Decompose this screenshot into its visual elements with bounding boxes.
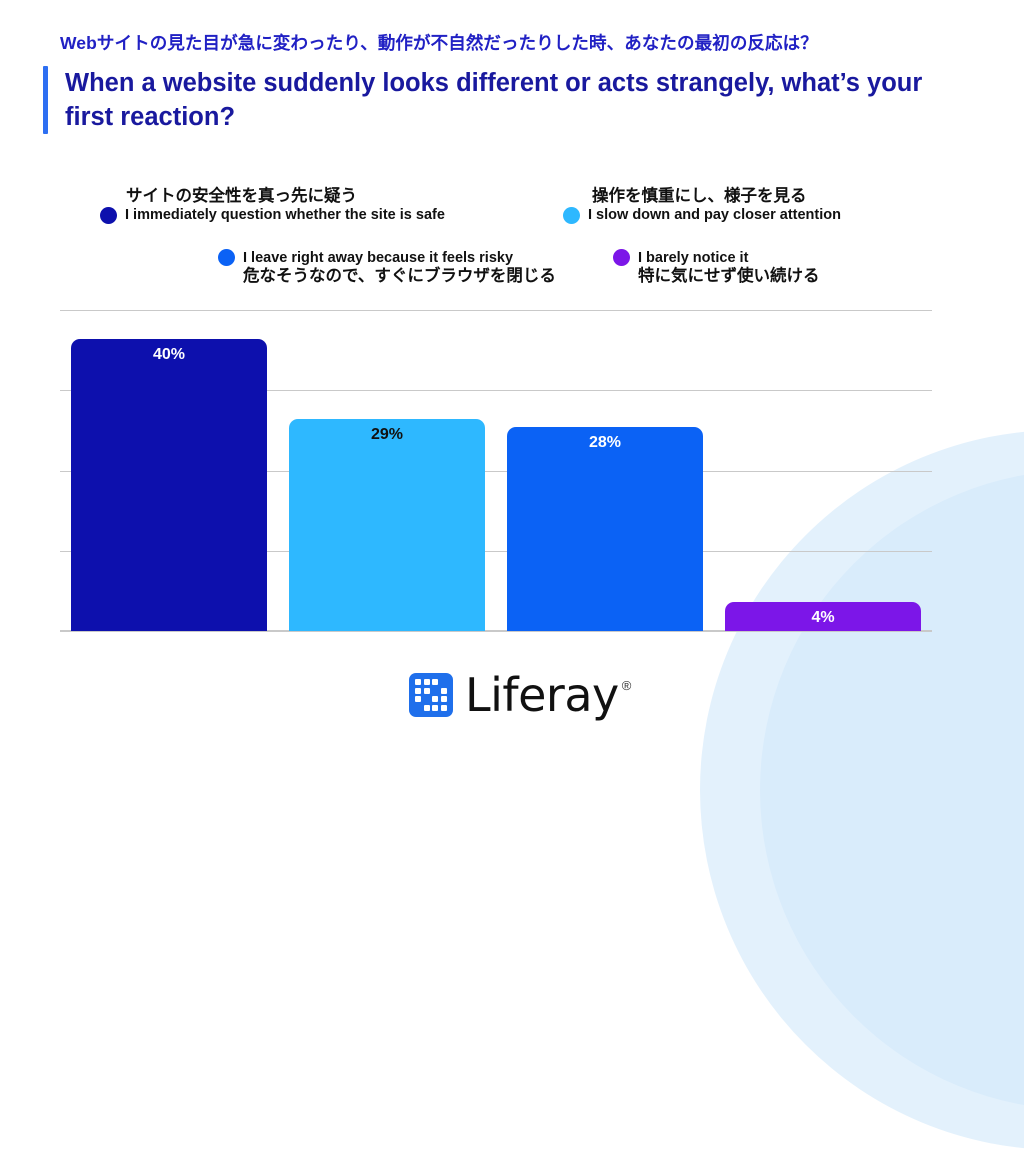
logo-cell: [432, 679, 439, 686]
legend-item-english-label: I slow down and pay closer attention: [588, 207, 841, 224]
logo-cell: [415, 679, 422, 686]
logo-cell: [441, 679, 447, 685]
legend-dot-icon: [563, 206, 580, 224]
logo-cell: [415, 696, 422, 703]
logo-cell: [432, 704, 439, 711]
chart-bar-value-label: 4%: [811, 608, 835, 626]
chart-bar-value-label: 40%: [152, 346, 186, 364]
logo-cell: [423, 687, 430, 694]
logo-cell: [423, 679, 430, 686]
legend-item-english-label: I barely notice it: [638, 249, 749, 266]
logo-cell: [424, 696, 430, 702]
legend-item-japanese-label: 特に気にせず使い続ける: [638, 267, 820, 285]
chart-gridlines: [60, 310, 932, 632]
chart-bar[interactable]: 4%: [725, 601, 921, 631]
chart-bar[interactable]: 40%: [71, 339, 267, 631]
legend-dot-icon: [613, 249, 630, 266]
liferay-logo-mark-icon: [409, 673, 453, 717]
logo-cell: [423, 704, 430, 711]
logo-cell: [415, 687, 422, 694]
legend-item-slow-down: 操作を慎重にし、様子を見る I slow down and pay closer…: [563, 186, 841, 224]
chart-gridline: [60, 470, 932, 472]
legend-item-japanese-label: 危なそうなので、すぐにブラウザを閉じる: [243, 267, 556, 285]
logo-cell: [440, 704, 447, 711]
legend-item-question-site-safe: サイトの安全性を真っ先に疑う I immediately question wh…: [100, 186, 445, 224]
legend-item-english-row: I slow down and pay closer attention: [563, 206, 841, 224]
logo-cell: [415, 705, 421, 711]
legend-item-japanese-label: 操作を慎重にし、様子を見る: [592, 187, 807, 205]
chart-bar-value-label: 29%: [370, 426, 404, 444]
legend-item-japanese-label: サイトの安全性を真っ先に疑う: [126, 187, 357, 205]
chart-gridline: [60, 390, 932, 392]
logo-cell: [440, 687, 447, 694]
logo-cell: [440, 696, 447, 703]
legend-item-english-row: I immediately question whether the site …: [100, 206, 445, 224]
chart-bar[interactable]: 28%: [507, 426, 703, 631]
legend-item-english-label: I leave right away because it feels risk…: [243, 249, 514, 266]
logo-cell: [432, 696, 439, 703]
japanese-question-header: Webサイトの見た目が急に変わったり、動作が不自然だったりした時、あなたの最初の…: [60, 33, 818, 53]
logo-cell: [432, 688, 438, 694]
legend-item-english-label: I immediately question whether the site …: [125, 207, 445, 224]
title-accent-bar: [43, 66, 48, 135]
legend-item-barely-notice: I barely notice it 特に気にせず使い続ける: [613, 249, 820, 287]
legend-dot-icon: [100, 206, 117, 224]
page-title-text: When a website suddenly looks different …: [65, 69, 923, 132]
chart-legend: サイトの安全性を真っ先に疑う I immediately question wh…: [0, 186, 1024, 306]
bar-chart: 40% 29% 28% 4%: [60, 310, 932, 632]
chart-gridline: [60, 310, 932, 311]
registered-trademark-icon: ®: [621, 678, 632, 693]
chart-gridline: [60, 550, 932, 552]
chart-bar-value-label: 28%: [588, 433, 622, 451]
chart-gridline: [60, 631, 932, 632]
legend-item-english-row: I leave right away because it feels risk…: [218, 249, 556, 266]
liferay-logo: Liferay ®: [409, 672, 631, 718]
page-title: When a website suddenly looks different …: [43, 66, 935, 135]
chart-bars: 40% 29% 28% 4%: [60, 310, 932, 631]
legend-dot-icon: [218, 249, 235, 266]
chart-bar[interactable]: 29%: [289, 419, 485, 631]
chart-baseline-axis: [60, 630, 932, 631]
liferay-logo-wordmark: Liferay: [465, 668, 619, 722]
legend-item-leave-right-away: I leave right away because it feels risk…: [218, 249, 556, 287]
legend-item-english-row: I barely notice it: [613, 249, 820, 266]
